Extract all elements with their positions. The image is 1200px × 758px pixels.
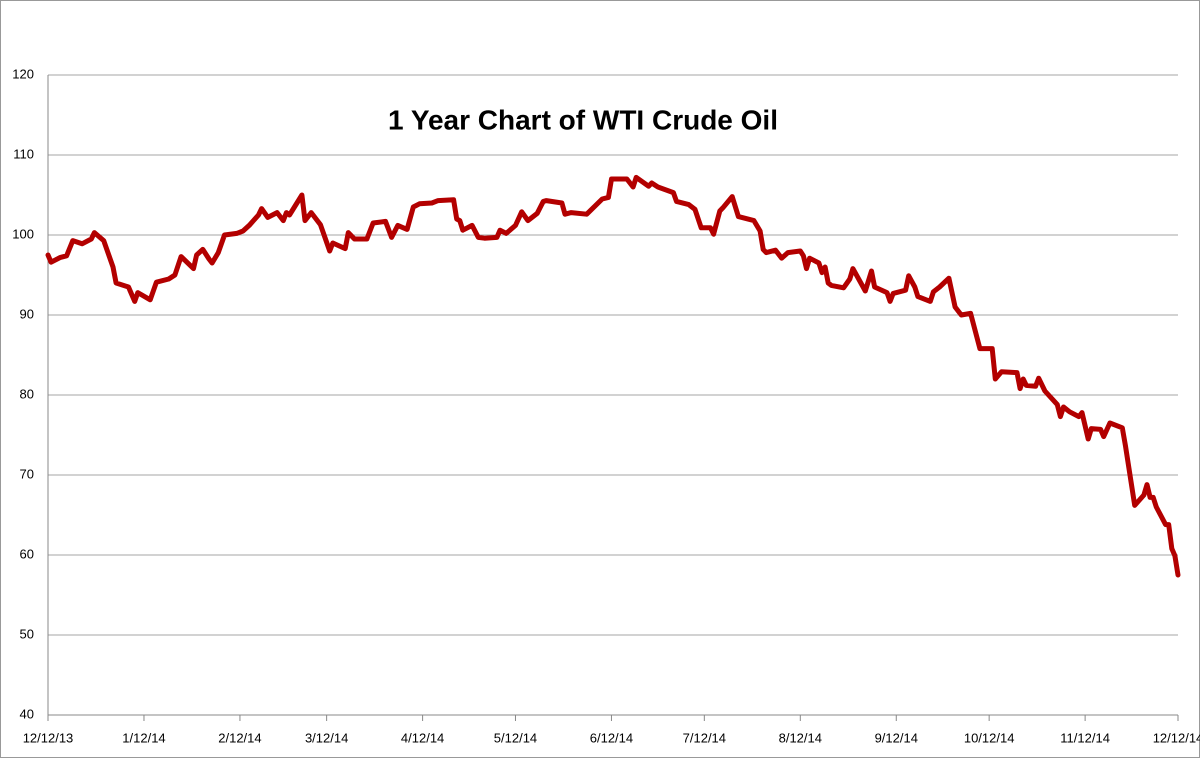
chart-title: 1 Year Chart of WTI Crude Oil <box>388 104 778 135</box>
y-tick-label: 70 <box>20 466 34 481</box>
x-tick-label: 6/12/14 <box>590 730 633 745</box>
y-tick-label: 40 <box>20 706 34 721</box>
price-line <box>45 174 1181 578</box>
y-tick-label: 80 <box>20 386 34 401</box>
y-tick-label: 110 <box>13 146 34 161</box>
x-tick-label: 8/12/14 <box>779 730 822 745</box>
x-tick-label: 3/12/14 <box>305 730 348 745</box>
x-tick-label: 12/12/14 <box>1153 730 1200 745</box>
y-tick-label: 60 <box>20 546 34 561</box>
x-tick-label: 7/12/14 <box>683 730 726 745</box>
x-tick-label: 9/12/14 <box>875 730 918 745</box>
x-tick-label: 1/12/14 <box>122 730 165 745</box>
y-tick-label: 100 <box>12 226 34 241</box>
x-tick-label: 10/12/14 <box>964 730 1015 745</box>
x-tick-label: 5/12/14 <box>494 730 537 745</box>
x-tick-label: 12/12/13 <box>23 730 74 745</box>
x-tick-label: 2/12/14 <box>218 730 261 745</box>
x-tick-label: 4/12/14 <box>401 730 444 745</box>
y-tick-label: 120 <box>12 66 34 81</box>
y-tick-label: 50 <box>20 626 34 641</box>
x-tick-label: 11/12/14 <box>1060 730 1110 745</box>
y-tick-label: 90 <box>20 306 34 321</box>
